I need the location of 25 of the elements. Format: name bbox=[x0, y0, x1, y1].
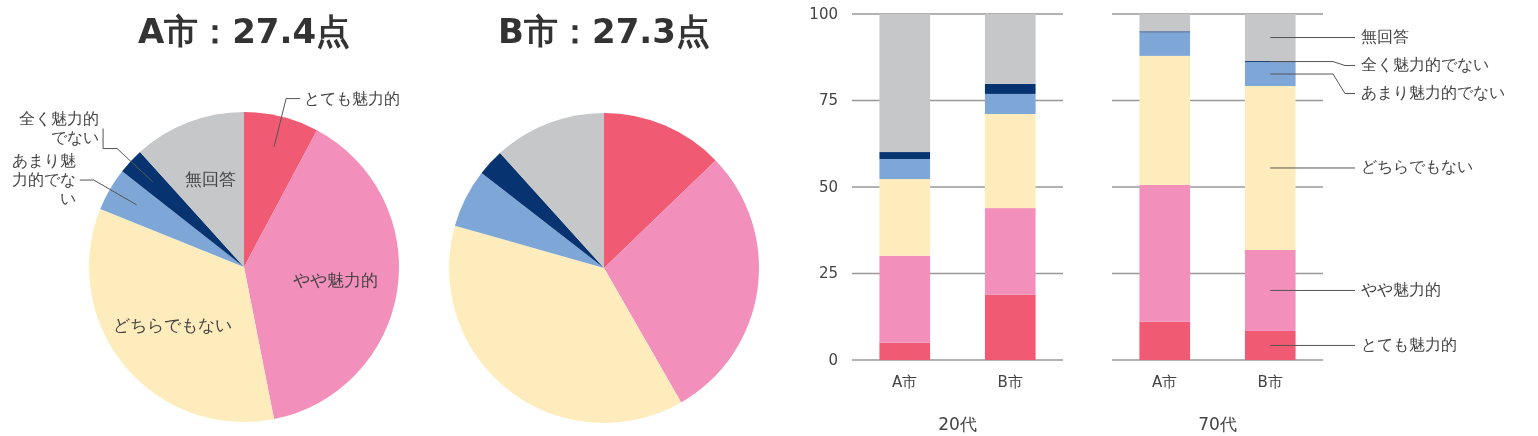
slice-label: 無回答 bbox=[185, 169, 237, 190]
x-axis-title: 20代 bbox=[938, 414, 977, 434]
y-tick-label: 100 bbox=[809, 4, 838, 23]
slice-label: 全く魅力的でない bbox=[19, 108, 100, 147]
text: あまり魅力的でない bbox=[1361, 83, 1505, 103]
x-tick-label: B市 bbox=[997, 372, 1023, 391]
slice-label: どちらでもない bbox=[112, 315, 232, 336]
slice-label: とても魅力的 bbox=[304, 88, 401, 108]
text: 無回答 bbox=[1361, 27, 1409, 47]
text: とても魅力的 bbox=[1361, 334, 1457, 354]
y-tick-label: 0 bbox=[828, 350, 838, 369]
chart-title: A市：27.4点 bbox=[137, 10, 351, 51]
chart-title: B市：27.3点 bbox=[498, 10, 710, 51]
y-tick-label: 50 bbox=[818, 177, 838, 196]
x-tick-label: A市 bbox=[892, 372, 918, 391]
text: 全く魅力的でない bbox=[1361, 55, 1489, 75]
y-tick-label: 75 bbox=[818, 91, 838, 109]
slice-label: やや魅力的 bbox=[293, 269, 379, 290]
x-tick-label: A市 bbox=[1152, 372, 1178, 391]
text: やや魅力的 bbox=[1361, 279, 1441, 299]
x-tick-label: B市 bbox=[1257, 372, 1283, 391]
text: どちらでもない bbox=[1361, 157, 1473, 177]
y-tick-label: 25 bbox=[818, 264, 838, 282]
slice-label: あまり魅力的でない bbox=[11, 150, 76, 208]
x-axis-title: 70代 bbox=[1198, 414, 1237, 434]
